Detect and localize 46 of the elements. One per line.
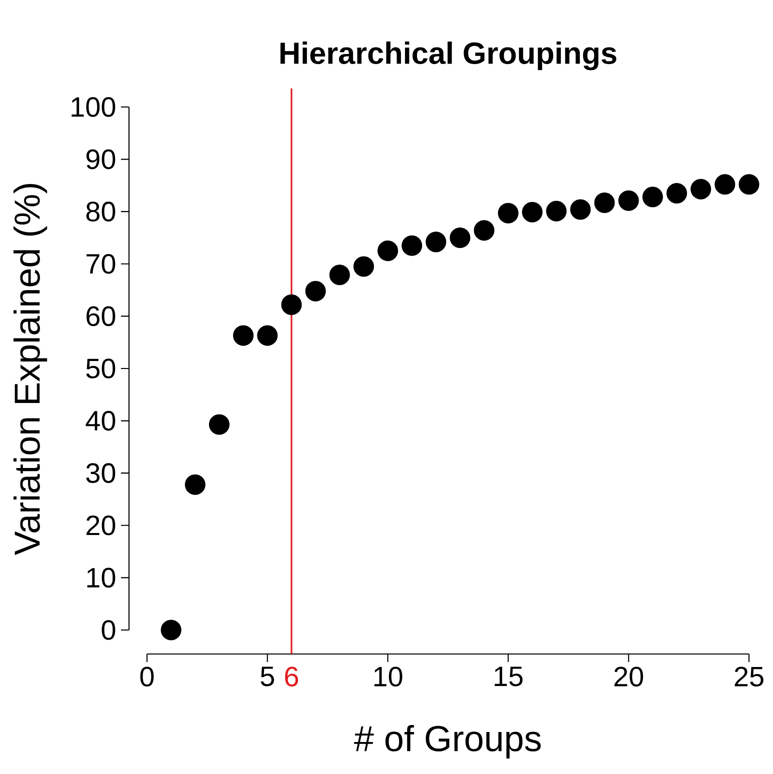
- point: [738, 174, 760, 195]
- chart-title: Hierarchical Groupings: [280, 42, 616, 70]
- point: [160, 620, 182, 640]
- point: [690, 178, 712, 200]
- y-tick-label: 80: [86, 202, 116, 222]
- point: [546, 200, 567, 222]
- point: [474, 220, 494, 241]
- point: [402, 235, 422, 256]
- x-tick-label: 5: [260, 666, 274, 686]
- point: [378, 240, 398, 262]
- y-tick-label: 30: [86, 463, 116, 484]
- y-tick-label: 100: [72, 97, 116, 117]
- point: [426, 232, 446, 252]
- point: [257, 325, 278, 346]
- point: [305, 280, 326, 302]
- x-tick-label: 25: [734, 666, 764, 687]
- y-tick-label: 40: [86, 410, 116, 431]
- y-tick-label: 90: [86, 149, 116, 170]
- point: [329, 264, 350, 286]
- point: [184, 474, 206, 495]
- x-tick-label: 0: [140, 666, 154, 687]
- point: [642, 186, 663, 208]
- ref-line-label: 6: [285, 666, 298, 687]
- x-axis-title: # of Groups: [354, 725, 541, 759]
- point: [666, 183, 688, 204]
- point: [522, 202, 543, 222]
- point: [570, 199, 591, 220]
- y-tick-label: 60: [86, 306, 116, 326]
- y-tick-label: 70: [86, 254, 116, 274]
- y-tick-label: 20: [86, 515, 116, 536]
- point: [233, 325, 254, 346]
- y-tick-label: 10: [87, 568, 116, 588]
- x-tick-label: 20: [614, 666, 644, 687]
- x-tick-label: 15: [494, 666, 523, 686]
- point: [714, 174, 736, 195]
- point: [594, 192, 615, 213]
- point: [208, 414, 230, 435]
- y-tick-label: 50: [86, 358, 116, 378]
- x-tick-label: 10: [374, 666, 402, 687]
- point: [353, 256, 374, 277]
- y-tick-label: 0: [102, 620, 116, 640]
- point: [281, 294, 302, 315]
- point: [450, 227, 470, 248]
- point: [618, 190, 639, 211]
- y-axis-title: Variation Explained (%): [14, 184, 48, 556]
- point: [498, 202, 518, 224]
